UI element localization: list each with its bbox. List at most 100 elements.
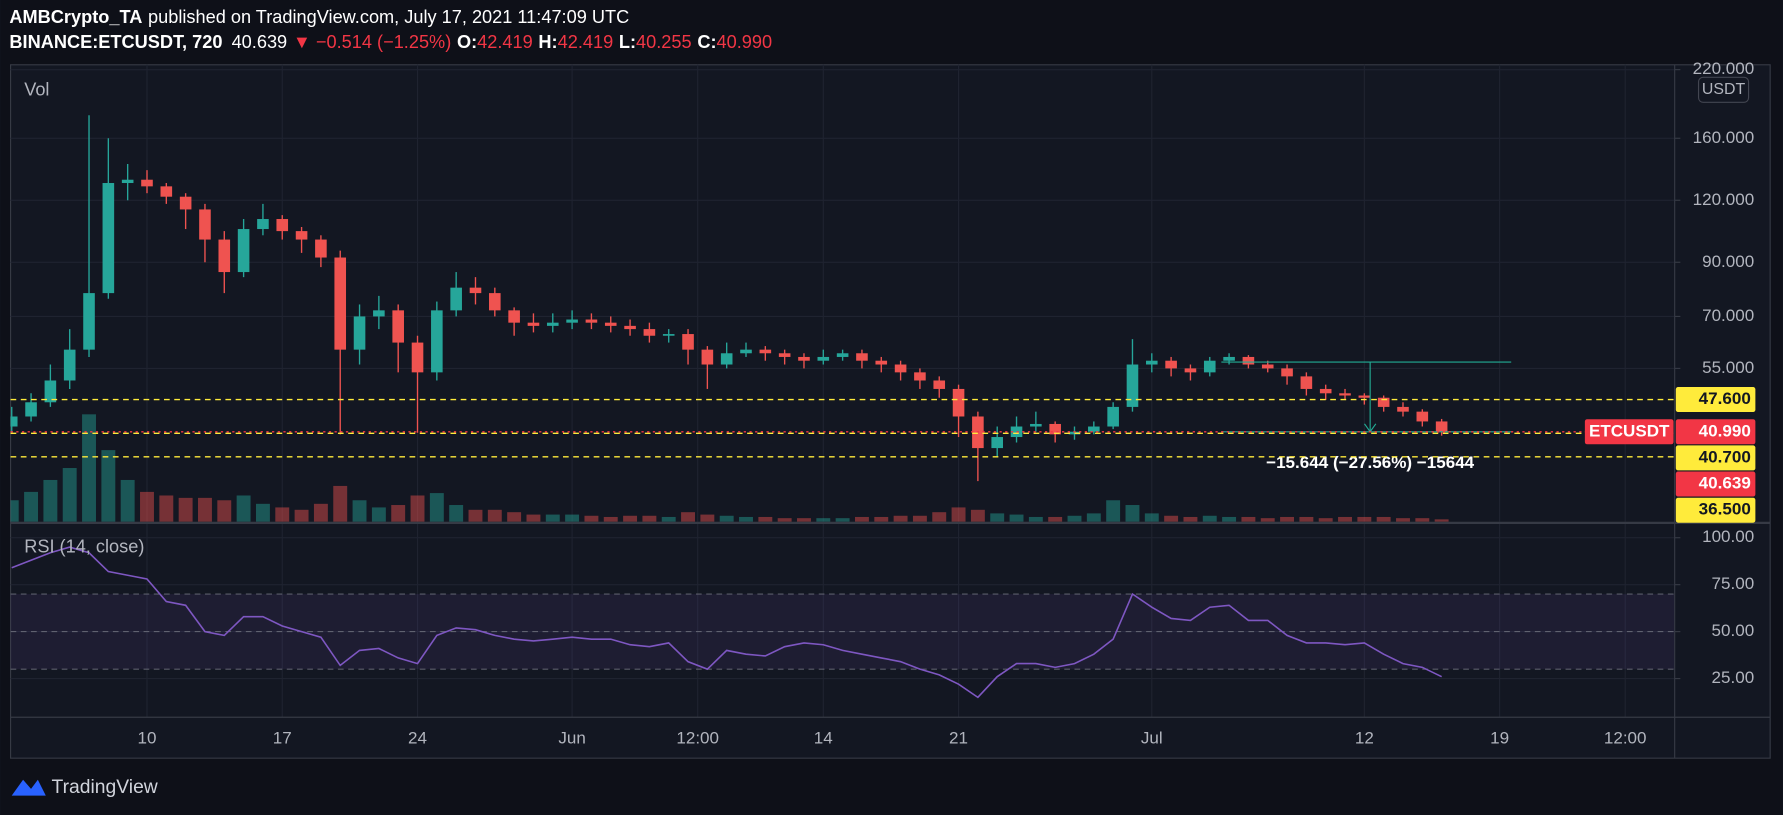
candle-body xyxy=(875,360,888,365)
candle-body xyxy=(778,353,791,357)
candle-body xyxy=(1358,395,1371,398)
volume-bar xyxy=(62,468,77,522)
x-tick-label: 12:00 xyxy=(1604,728,1647,747)
candle-body xyxy=(1030,423,1042,427)
unit-label: USDT xyxy=(1702,81,1746,98)
candle-body xyxy=(1107,406,1119,427)
volume-bar xyxy=(854,516,869,522)
volume-bar xyxy=(1357,516,1372,522)
volume-bar xyxy=(1048,516,1063,522)
candle-body xyxy=(836,353,849,357)
volume-layer xyxy=(10,414,1449,522)
x-tick-label: 24 xyxy=(408,728,427,747)
volume-bar xyxy=(700,514,715,522)
price-label: 36.500 xyxy=(1699,500,1751,519)
candle-body xyxy=(373,310,385,317)
volume-bar xyxy=(391,505,406,522)
candle-body xyxy=(179,196,192,210)
volume-bar xyxy=(217,500,232,522)
candle-body xyxy=(1068,431,1081,435)
volume-bar xyxy=(468,509,483,522)
volume-bar xyxy=(642,515,657,522)
volume-bar xyxy=(1376,516,1391,522)
y-tick-label: 50.00 xyxy=(1712,621,1755,640)
symbol: BINANCE:ETCUSDT, 720 xyxy=(9,32,222,52)
volume-bar xyxy=(777,518,792,522)
volume-bar xyxy=(24,491,39,522)
candle-body xyxy=(1184,368,1197,373)
ohlc-label: C: xyxy=(697,32,716,52)
candle-body xyxy=(295,231,308,240)
volume-bar xyxy=(120,479,135,522)
price-label: 47.600 xyxy=(1699,389,1751,408)
candle-body xyxy=(585,319,598,323)
candle-body xyxy=(199,209,211,240)
volume-bar xyxy=(1280,516,1295,522)
volume-bar xyxy=(82,414,96,522)
volume-bar xyxy=(584,515,599,522)
candle-layer xyxy=(10,115,1448,482)
candle-body xyxy=(121,179,134,184)
candle-body xyxy=(933,380,946,389)
candle-body xyxy=(952,388,965,417)
volume-bar xyxy=(603,516,618,522)
volume-bar xyxy=(874,516,889,522)
x-tick-label: 21 xyxy=(949,728,968,747)
volume-bar xyxy=(893,515,908,522)
volume-bar xyxy=(1434,519,1449,522)
volume-bar xyxy=(1318,518,1333,522)
price-label-box xyxy=(1675,471,1756,497)
candle-body xyxy=(1261,364,1274,369)
volume-bar xyxy=(178,497,193,522)
price-label-box xyxy=(1675,387,1756,413)
rsi-line xyxy=(11,546,1442,699)
axes: 10 17 24 Jun 12:00 14 21 Jul 12 19 12:00 220.000 160… xyxy=(138,59,1756,747)
volume-bar xyxy=(681,512,695,522)
y-tick-label: 100.00 xyxy=(1702,527,1754,546)
candle-body xyxy=(720,353,733,365)
volume-bar xyxy=(43,479,58,522)
candle-body xyxy=(1397,406,1409,412)
candle-body xyxy=(527,322,540,326)
candle-body xyxy=(10,416,18,427)
x-tick-label: 19 xyxy=(1490,728,1509,747)
volume-bar xyxy=(797,518,811,522)
measure-label: −15.644 (−27.56%) −15644 xyxy=(1266,453,1475,472)
volume-bar xyxy=(545,514,560,522)
price-label-box xyxy=(1675,497,1756,523)
volume-bar xyxy=(352,500,367,522)
candle-body xyxy=(701,349,714,365)
volume-bar xyxy=(294,509,309,522)
symbol-line: BINANCE:ETCUSDT, 720 40.639 ▼ −0.514 (−1.2… xyxy=(9,32,772,52)
candle-body xyxy=(1165,360,1177,369)
candle-body xyxy=(1010,426,1023,438)
candle-body xyxy=(1416,411,1429,422)
y-tick-label: 25.00 xyxy=(1712,668,1755,687)
volume-bar xyxy=(1241,516,1256,522)
volume-bar xyxy=(1164,515,1179,522)
candle-body xyxy=(1281,368,1293,377)
price-label: 40.990 xyxy=(1699,421,1751,440)
volume-bar xyxy=(835,518,850,522)
volume-bar xyxy=(159,495,174,522)
volume-bar xyxy=(912,515,927,522)
candle-body xyxy=(1242,356,1255,365)
price-label-box xyxy=(1675,419,1756,445)
candle-body xyxy=(25,402,37,417)
candle-body xyxy=(102,183,115,294)
volume-bar xyxy=(10,500,19,522)
candle-body xyxy=(334,257,347,350)
x-tick-label: Jul xyxy=(1141,728,1163,747)
change: ▼ −0.514 (−1.25%) xyxy=(293,32,451,52)
candle-body xyxy=(643,329,656,336)
y-tick-label: 120.000 xyxy=(1693,190,1755,209)
x-tick-label: 12:00 xyxy=(676,728,719,747)
x-tick-label: 12 xyxy=(1355,728,1374,747)
x-tick-label: Jun xyxy=(558,728,586,747)
candle-body xyxy=(141,179,153,187)
candle-body xyxy=(1223,356,1235,361)
candle-body xyxy=(469,287,482,294)
volume-bar xyxy=(1260,518,1275,522)
volume-bar xyxy=(739,516,753,522)
candle-body xyxy=(546,322,559,326)
